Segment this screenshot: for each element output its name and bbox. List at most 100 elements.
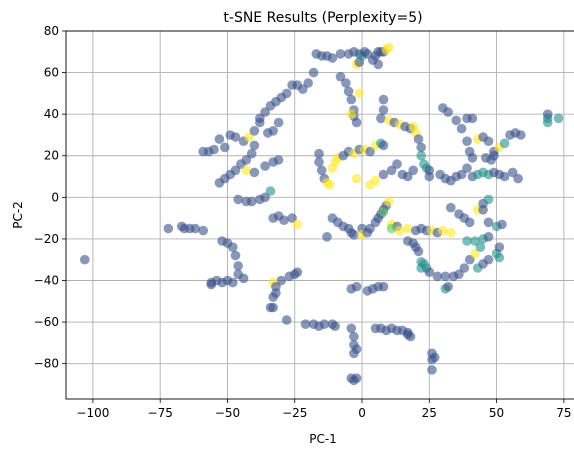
data-point	[494, 242, 505, 252]
data-point	[249, 126, 260, 136]
data-point	[230, 165, 241, 176]
data-point	[499, 138, 510, 149]
data-point	[440, 271, 451, 282]
data-point	[265, 186, 276, 196]
data-point	[314, 157, 324, 167]
data-point	[230, 250, 241, 261]
data-point	[276, 275, 287, 286]
data-point	[238, 273, 249, 284]
data-point	[516, 130, 526, 140]
data-point	[413, 134, 424, 144]
x-tick-label: −25	[282, 406, 307, 420]
data-point	[349, 331, 359, 342]
data-point	[462, 136, 472, 146]
data-point	[80, 254, 90, 265]
data-point	[230, 132, 241, 142]
data-point	[443, 281, 453, 292]
data-point	[281, 88, 292, 99]
y-tick-label: 40	[44, 107, 59, 121]
y-tick-label: 0	[51, 190, 59, 204]
data-point	[462, 163, 472, 173]
data-point	[513, 173, 523, 184]
data-point	[163, 223, 174, 234]
data-point	[446, 227, 456, 238]
data-point	[446, 202, 456, 213]
data-point	[478, 205, 488, 215]
data-point	[281, 315, 292, 325]
data-point	[378, 207, 389, 217]
data-point	[451, 115, 462, 126]
data-point	[341, 78, 351, 88]
data-point	[373, 59, 384, 70]
data-point	[464, 217, 475, 228]
data-point	[392, 159, 402, 169]
data-point	[438, 225, 448, 236]
data-point	[362, 49, 373, 59]
data-point	[298, 84, 308, 94]
x-tick-label: 50	[489, 406, 504, 420]
data-point	[316, 165, 327, 176]
y-tick-label: −40	[34, 273, 59, 287]
data-point	[268, 292, 279, 302]
data-point	[413, 246, 424, 257]
data-point	[246, 196, 257, 207]
data-point	[403, 223, 413, 234]
data-point	[365, 223, 375, 234]
data-points	[80, 42, 564, 386]
data-point	[346, 323, 357, 334]
data-point	[198, 225, 208, 236]
data-point	[322, 232, 332, 242]
data-point	[268, 302, 279, 313]
data-point	[327, 53, 338, 63]
data-point	[254, 113, 265, 124]
data-point	[386, 165, 397, 176]
data-point	[260, 161, 270, 171]
grid	[66, 30, 574, 399]
data-point	[279, 215, 289, 225]
data-point	[376, 113, 386, 124]
data-point	[351, 173, 362, 184]
data-point	[233, 261, 243, 271]
data-point	[394, 225, 405, 236]
x-tick-label: −100	[76, 406, 109, 420]
data-point	[330, 321, 340, 332]
x-tick-label: −75	[148, 406, 173, 420]
data-point	[489, 150, 499, 161]
data-point	[324, 180, 335, 190]
data-point	[241, 165, 252, 176]
data-point	[424, 171, 435, 182]
data-point	[228, 242, 238, 252]
data-point	[354, 88, 365, 99]
data-point	[206, 279, 217, 290]
data-point	[220, 142, 230, 153]
x-axis-label: PC-1	[309, 432, 337, 446]
data-point	[470, 248, 480, 259]
data-point	[273, 117, 284, 128]
data-point	[427, 354, 437, 365]
data-point	[378, 94, 389, 105]
data-point	[346, 109, 357, 119]
data-point	[432, 271, 443, 282]
data-point	[456, 123, 467, 134]
data-point	[483, 194, 494, 205]
data-point	[292, 219, 303, 230]
data-point	[459, 263, 470, 273]
data-point	[475, 242, 486, 252]
data-point	[260, 192, 270, 203]
data-point	[233, 194, 243, 205]
data-point	[244, 132, 254, 142]
y-tick-label: 80	[44, 24, 59, 38]
y-tick-label: 20	[44, 149, 59, 163]
data-point	[246, 148, 257, 159]
data-point	[378, 140, 389, 151]
data-point	[403, 327, 413, 338]
data-point	[314, 148, 324, 159]
data-point	[384, 42, 394, 53]
data-point	[454, 269, 464, 280]
data-point	[386, 223, 397, 234]
data-point	[349, 230, 359, 240]
data-point	[351, 117, 362, 128]
data-point	[319, 319, 330, 330]
data-point	[494, 252, 505, 263]
